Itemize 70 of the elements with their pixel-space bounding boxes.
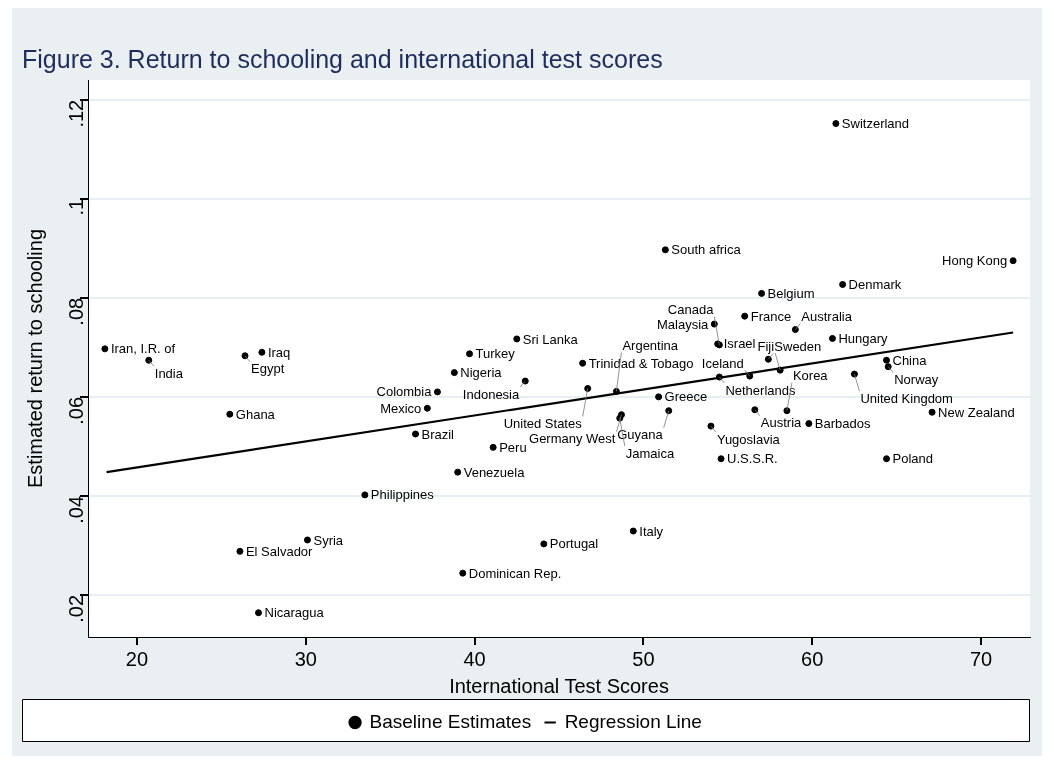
annotation: Nigeria [460, 365, 503, 381]
x-tick-label: 50 [632, 647, 655, 670]
annotation: South africa [671, 242, 742, 258]
annotation: Trinidad & Tobago [588, 355, 694, 371]
annotation: El Salvador [245, 543, 314, 559]
annotation: Iraq [267, 344, 291, 360]
annotation: Colombia [376, 384, 433, 400]
annotation: Netherlands [725, 382, 796, 398]
x-axis-title: International Test Scores [449, 674, 669, 697]
annotation: Jamaica [625, 445, 675, 461]
annotation: Hong Kong [942, 253, 1008, 269]
annotation: Portugal [549, 536, 599, 552]
annotation: Nicaragua [264, 605, 325, 621]
annotation: China [892, 352, 928, 368]
annotation: Egypt [251, 361, 285, 377]
x-tick-label: 70 [969, 647, 993, 670]
annotation: Yugoslavia [716, 431, 781, 447]
annotation: New Zealand [938, 404, 1015, 420]
annotation: United Kingdom [860, 390, 953, 406]
annotation: Iceland [701, 355, 744, 371]
annotation: Belgium [767, 285, 815, 301]
annotation: Italy [639, 523, 664, 539]
annotation: United States [503, 416, 583, 432]
annotation: Iran, I.R. of [110, 341, 176, 357]
annotation: Argentina [622, 338, 679, 353]
annotation: Korea [792, 368, 829, 384]
x-tick-label: 40 [463, 647, 486, 670]
y-tick-label: .1 [64, 198, 87, 216]
annotation: Guyana [617, 427, 664, 443]
annotation: Malaysia [657, 316, 710, 332]
annotation: Poland [892, 451, 933, 467]
annotation: Barbados [814, 416, 871, 432]
annotation: Philippines [370, 487, 435, 503]
annotation: Sweden [774, 338, 822, 354]
annotation: Indonesia [462, 386, 521, 402]
annotation: Canada [667, 302, 715, 318]
annotation: U.S.S.R. [727, 451, 778, 467]
annotation: France [750, 308, 792, 324]
annotation: India [154, 365, 184, 381]
annotation: Hungary [838, 331, 889, 347]
annotation: Turkey [475, 346, 516, 362]
y-tick-label: .06 [64, 396, 87, 425]
annotation: Brazil [421, 426, 455, 442]
annotation: Mexico [380, 400, 422, 416]
annotation: Syria [313, 532, 344, 548]
annotation: Ghana [235, 406, 276, 422]
y-axis-title: Estimated return to schooling [23, 228, 46, 489]
annotation: Germany West [529, 431, 616, 447]
annotation: Fiji [757, 338, 775, 354]
x-tick-label: 60 [801, 647, 824, 670]
x-tick-label: 20 [125, 647, 149, 670]
y-tick-label: .08 [64, 297, 87, 326]
annotation: Austria [760, 415, 803, 431]
legend-label: Baseline Estimates [369, 710, 532, 732]
annotation: Venezuela [463, 464, 526, 480]
annotation: Israel [723, 336, 756, 352]
x-tick-label: 30 [294, 647, 317, 670]
annotation: Dominican Rep. [468, 565, 562, 581]
annotation: Australia [801, 309, 853, 325]
annotation: Norway [894, 372, 939, 388]
annotation: Denmark [848, 277, 902, 293]
annotation: Switzerland [841, 116, 910, 132]
y-tick-label: .02 [64, 594, 87, 623]
annotation: Greece [664, 389, 708, 405]
annotation: Sri Lanka [522, 331, 579, 347]
legend-label: Regression Line [564, 710, 702, 732]
chart-title: Figure 3. Return to schooling and international test scores [22, 44, 663, 73]
annotation: Peru [499, 439, 527, 455]
y-tick-label: .04 [64, 495, 87, 524]
y-tick-label: .12 [64, 99, 87, 128]
